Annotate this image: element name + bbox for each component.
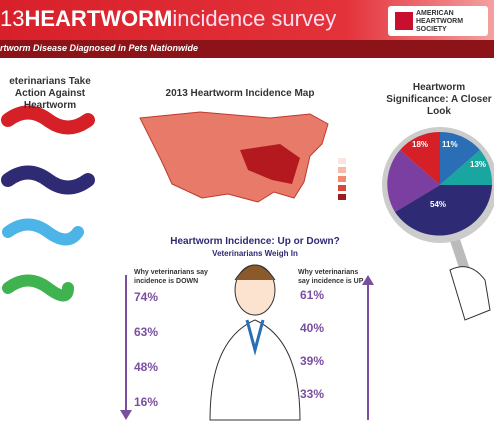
- logo-icon: [395, 12, 413, 30]
- up-heading: Why veterinarians say incidence is UP: [298, 269, 364, 285]
- stat: 33%: [300, 387, 325, 401]
- subtitle: incidence survey: [172, 6, 337, 31]
- stat: 61%: [300, 288, 325, 302]
- banner: rtworm Disease Diagnosed in Pets Nationw…: [0, 43, 199, 53]
- pie: [387, 131, 493, 236]
- wave: [1, 165, 95, 195]
- org-name: AMERICAN HEARTWORM SOCIETY: [416, 10, 464, 33]
- pie-label: 18%: [412, 140, 429, 149]
- us-map: [139, 111, 329, 203]
- wave: [1, 105, 95, 135]
- pie-label: 13%: [470, 160, 487, 169]
- header-title: 13HEARTWORMincidence survey: [0, 6, 336, 32]
- arrow-head: [120, 410, 132, 420]
- arrow-head: [362, 275, 374, 285]
- map-legend: [338, 158, 346, 200]
- section-title: 2013 Heartworm Incidence Map: [165, 88, 315, 99]
- map-hotspot: [240, 144, 300, 184]
- stat: 39%: [300, 354, 325, 368]
- stat: 48%: [134, 360, 159, 374]
- pie-label: 54%: [430, 200, 447, 209]
- hand: [449, 266, 491, 321]
- center-subtitle: Veterinarians Weigh In: [212, 249, 298, 258]
- down-heading: Why veterinarians say incidence is DOWN: [134, 269, 208, 285]
- stat: 74%: [134, 290, 159, 304]
- stat: 16%: [134, 395, 159, 409]
- pie-label: 11%: [442, 140, 458, 149]
- section-title: Heartworm Significance: A Closer Look: [386, 82, 492, 117]
- stat: 63%: [134, 325, 159, 339]
- center-title: Heartworm Incidence: Up or Down?: [170, 236, 340, 247]
- banner-band: [0, 40, 494, 58]
- doctor: [209, 264, 301, 421]
- title: HEARTWORM: [24, 6, 173, 31]
- wave: [2, 218, 84, 246]
- year: 13: [0, 6, 25, 31]
- section-title: eterinarians Take Action Against Heartwo…: [9, 76, 91, 111]
- section-title: Heartworm Incidence: Up or Down? Veterina…: [150, 236, 360, 260]
- wave: [2, 274, 74, 302]
- stat: 40%: [300, 321, 325, 335]
